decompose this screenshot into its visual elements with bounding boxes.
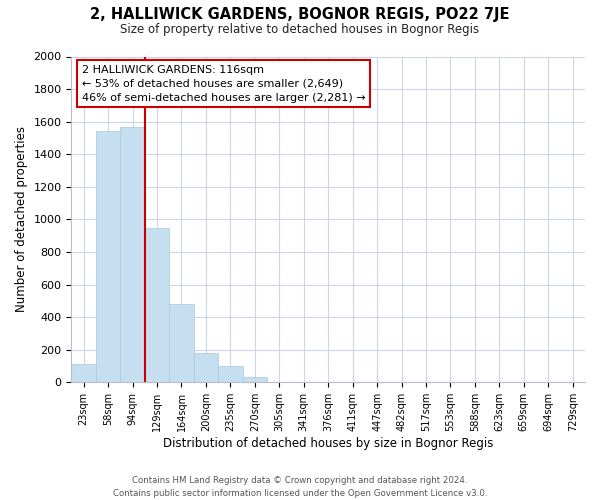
Bar bbox=[96, 132, 121, 382]
Y-axis label: Number of detached properties: Number of detached properties bbox=[15, 126, 28, 312]
Bar bbox=[218, 366, 242, 382]
Bar bbox=[194, 353, 218, 382]
Bar bbox=[71, 364, 96, 382]
X-axis label: Distribution of detached houses by size in Bognor Regis: Distribution of detached houses by size … bbox=[163, 437, 493, 450]
Bar bbox=[121, 126, 145, 382]
Bar bbox=[169, 304, 194, 382]
Text: 2, HALLIWICK GARDENS, BOGNOR REGIS, PO22 7JE: 2, HALLIWICK GARDENS, BOGNOR REGIS, PO22… bbox=[90, 8, 510, 22]
Bar bbox=[145, 228, 169, 382]
Text: Size of property relative to detached houses in Bognor Regis: Size of property relative to detached ho… bbox=[121, 22, 479, 36]
Text: 2 HALLIWICK GARDENS: 116sqm
← 53% of detached houses are smaller (2,649)
46% of : 2 HALLIWICK GARDENS: 116sqm ← 53% of det… bbox=[82, 64, 365, 102]
Text: Contains HM Land Registry data © Crown copyright and database right 2024.
Contai: Contains HM Land Registry data © Crown c… bbox=[113, 476, 487, 498]
Bar bbox=[242, 376, 267, 382]
